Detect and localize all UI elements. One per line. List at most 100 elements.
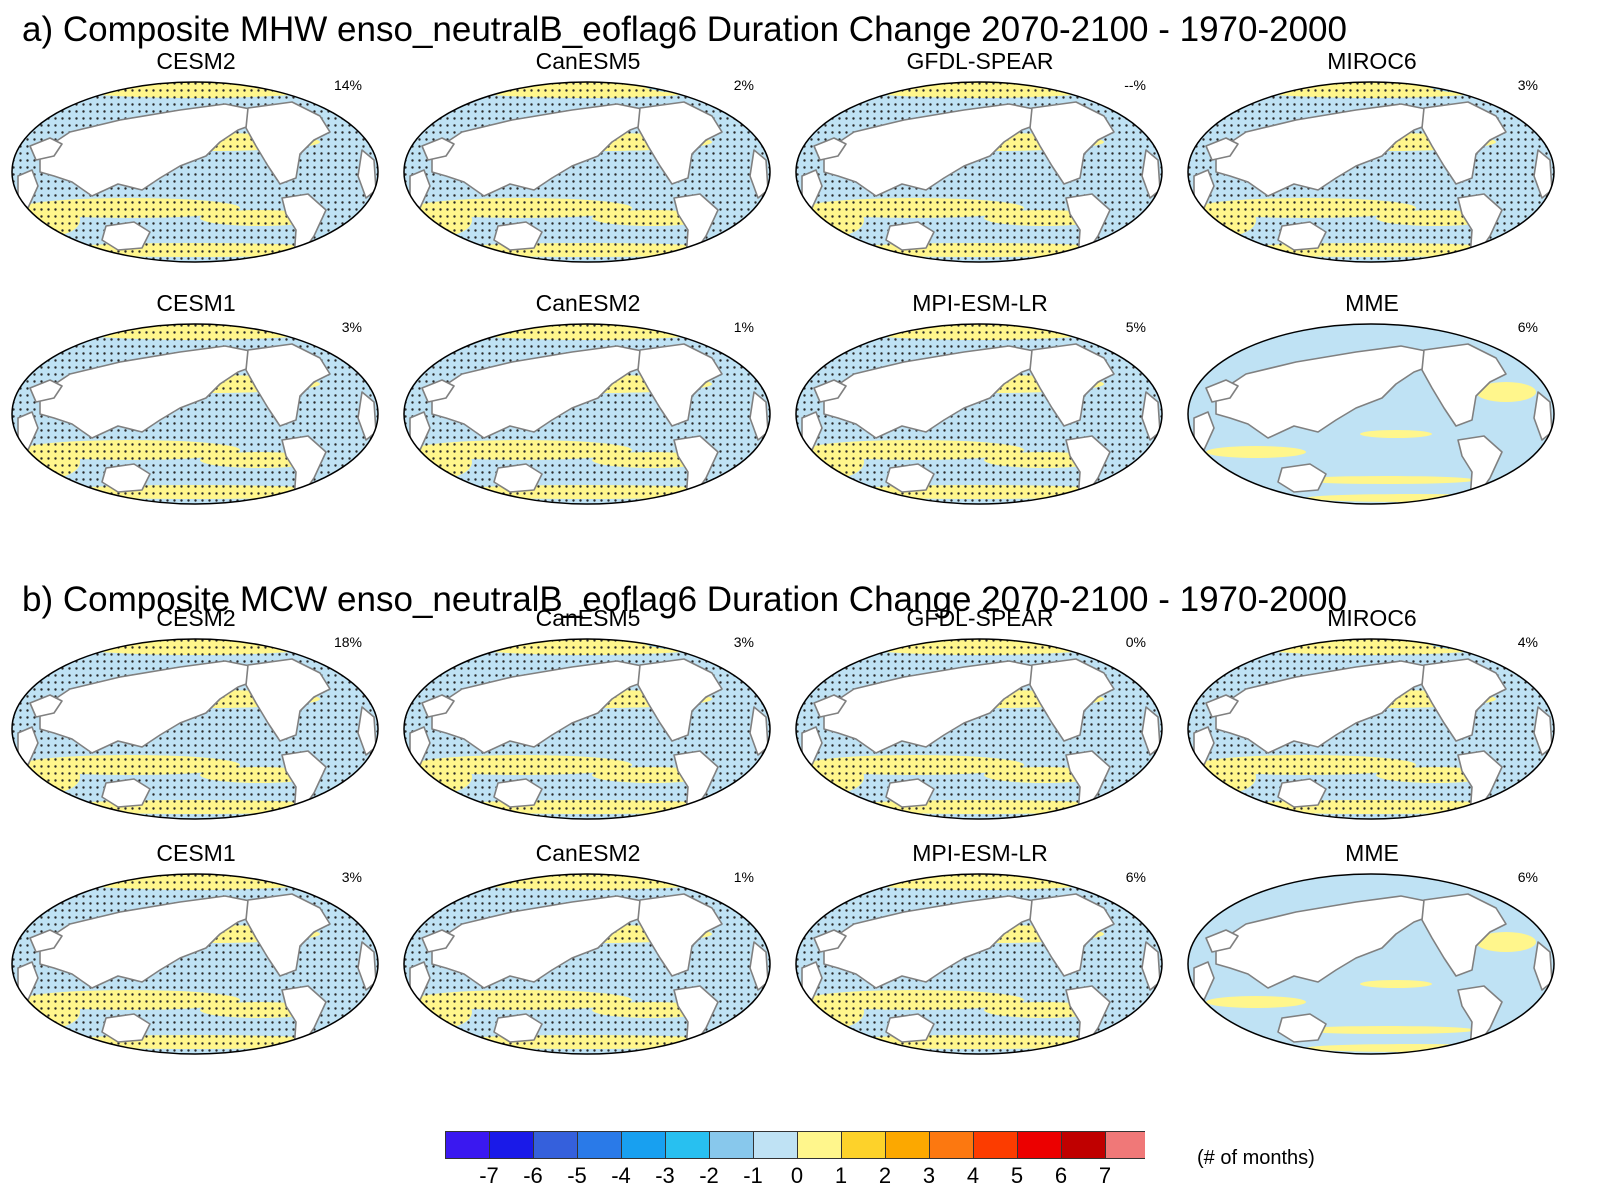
africa-east-land [357,706,377,756]
colorbar-tick-label: -4 [611,1163,631,1188]
colorbar-swatch [973,1131,1018,1159]
australia-land [885,1013,935,1043]
panel-percent: 1% [733,869,754,885]
colorbar-swatch [1105,1131,1145,1159]
europe-land [421,137,455,161]
asia-land [823,345,1045,439]
map-border [795,873,1163,1055]
colorbar-tick-label: 6 [1054,1163,1068,1188]
asia-land [39,895,261,989]
greenland-land [719,333,743,353]
panel-model-name: CanESM5 [535,48,641,74]
colorbar [445,1131,1145,1159]
europe-land [29,379,63,403]
map-border [795,81,1163,263]
greenland-land [1503,648,1527,668]
asia-land [431,103,653,197]
australia-land [885,221,935,251]
colorbar-tick-label: -1 [743,1163,763,1188]
positive-change-region [1476,382,1536,402]
asia-land [1215,895,1437,989]
north-america-land [1029,101,1115,185]
australia-land [101,221,151,251]
africa-east-land [357,149,377,199]
map-panel: CanESM5 3% [392,607,784,827]
colorbar-tick-label: -5 [567,1163,587,1188]
map-border [795,638,1163,820]
world-map [11,638,379,820]
map-border [1187,873,1555,1055]
panel-model-name: MME [1345,840,1399,866]
europe-land [421,379,455,403]
colorbar-swatch [929,1131,974,1159]
panel-percent: 5% [1125,319,1146,335]
map-panel: MPI-ESM-LR 5% [784,292,1176,512]
colorbar-tick-label: 0 [790,1163,804,1188]
map-border [11,638,379,820]
world-map [11,323,379,505]
greenland-land [327,333,351,353]
map-border [403,873,771,1055]
africa-east-land [1141,941,1161,991]
panel-percent: 18% [333,634,362,650]
map-panel: CanESM2 1% [392,292,784,512]
colorbar-swatch [621,1131,666,1159]
positive-change-region [1296,1026,1476,1034]
panel-percent: 6% [1125,869,1146,885]
world-map [11,81,379,263]
north-america-land [1029,658,1115,742]
colorbar-tick-label: -7 [479,1163,499,1188]
africa-east-land [1141,391,1161,441]
australia-land [885,463,935,493]
panel-model-name: GFDL-SPEAR [906,605,1054,631]
colorbar-swatch [445,1131,490,1159]
panel-model-name: GFDL-SPEAR [906,48,1054,74]
greenland-land [1503,91,1527,111]
colorbar-swatch [885,1131,930,1159]
panel-percent: 3% [733,634,754,650]
asia-land [1215,660,1437,754]
colorbar-tick-label: 4 [966,1163,980,1188]
panel-percent: --% [1124,77,1146,93]
map-border [1187,81,1555,263]
asia-land [1215,103,1437,197]
australia-land [1277,463,1327,493]
colorbar-swatch [841,1131,886,1159]
panel-model-name: MPI-ESM-LR [912,840,1048,866]
europe-land [29,929,63,953]
positive-change-region [1206,446,1306,458]
north-america-land [1421,658,1507,742]
world-map [795,323,1163,505]
map-panel: MIROC6 3% [1176,50,1568,270]
map-panel: MME 6% [1176,842,1568,1062]
africa-east-land [1141,706,1161,756]
north-america-land [637,343,723,427]
africa-east-land [749,706,769,756]
europe-land [813,694,847,718]
map-border [11,323,379,505]
world-map [1187,873,1555,1055]
asia-land [39,345,261,439]
map-panel: CESM1 3% [0,292,392,512]
africa-east-land [357,941,377,991]
panel-percent: 0% [1125,634,1146,650]
asia-land [39,660,261,754]
panel-percent: 6% [1517,869,1538,885]
europe-land [1205,137,1239,161]
north-america-land [1029,343,1115,427]
panel-percent: 4% [1517,634,1538,650]
world-map [1187,638,1555,820]
greenland-land [327,648,351,668]
north-america-land [1421,101,1507,185]
panel-percent: 2% [733,77,754,93]
world-map [403,323,771,505]
greenland-land [719,91,743,111]
colorbar-swatch [665,1131,710,1159]
greenland-land [1111,91,1135,111]
australia-land [1277,221,1327,251]
panel-model-name: CESM2 [156,48,236,74]
map-panel: MME 6% [1176,292,1568,512]
asia-land [823,895,1045,989]
europe-land [29,694,63,718]
australia-land [885,778,935,808]
